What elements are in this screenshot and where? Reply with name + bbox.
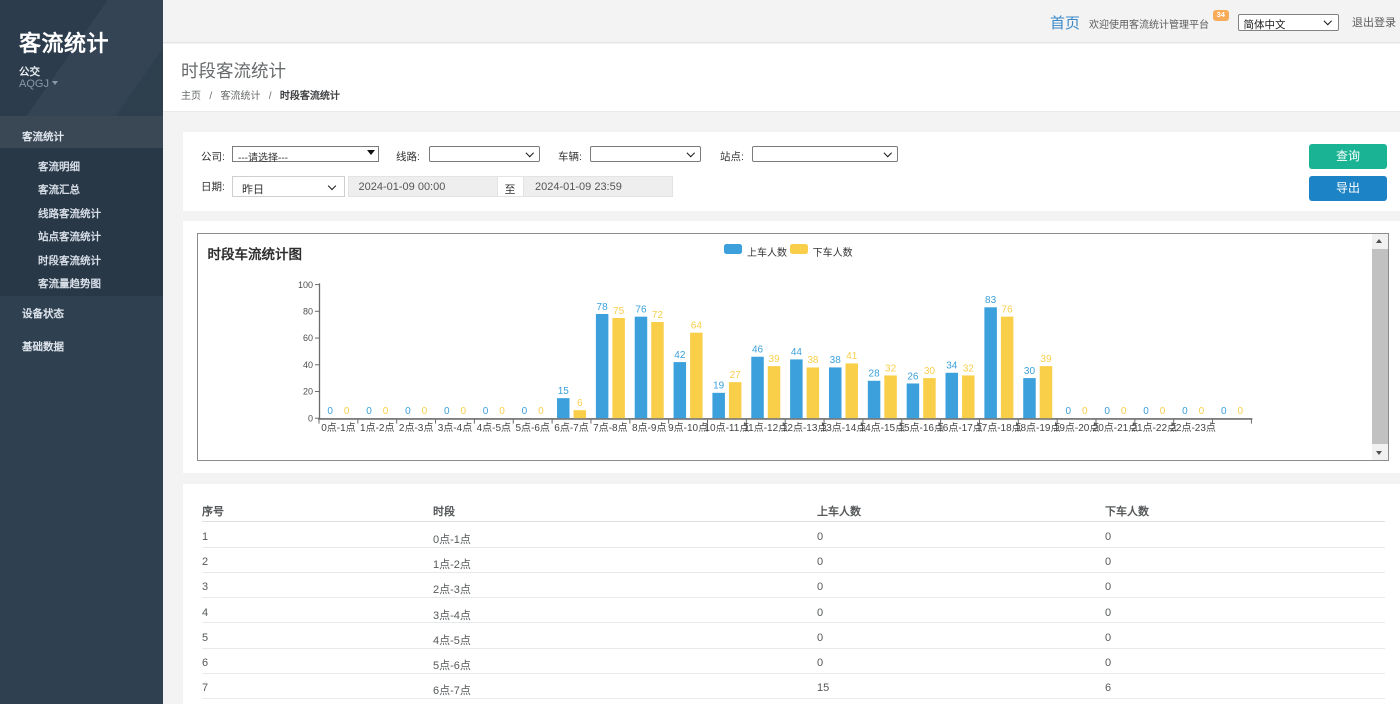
svg-text:0: 0 xyxy=(421,406,427,417)
svg-text:0: 0 xyxy=(521,406,527,417)
svg-text:30: 30 xyxy=(1023,365,1035,376)
svg-text:4点-5点: 4点-5点 xyxy=(476,422,510,434)
svg-text:39: 39 xyxy=(768,353,780,364)
svg-text:41: 41 xyxy=(846,351,858,362)
svg-text:38: 38 xyxy=(829,355,841,366)
svg-text:15点-16点: 15点-16点 xyxy=(898,422,944,434)
svg-text:28: 28 xyxy=(868,368,880,379)
svg-text:0: 0 xyxy=(1159,406,1165,417)
svg-text:64: 64 xyxy=(690,320,702,331)
svg-text:0: 0 xyxy=(307,413,312,423)
svg-text:26: 26 xyxy=(907,371,919,382)
svg-text:39: 39 xyxy=(1040,353,1052,364)
svg-text:46: 46 xyxy=(751,344,763,355)
svg-text:0: 0 xyxy=(482,406,488,417)
svg-text:10点-11点: 10点-11点 xyxy=(704,422,749,434)
svg-text:0: 0 xyxy=(443,406,449,417)
svg-text:0: 0 xyxy=(405,406,411,417)
svg-text:15: 15 xyxy=(557,385,569,396)
svg-text:0: 0 xyxy=(382,406,388,417)
svg-text:1点-2点: 1点-2点 xyxy=(360,422,394,434)
svg-text:9点-10点: 9点-10点 xyxy=(668,422,708,434)
svg-text:19: 19 xyxy=(713,380,725,391)
svg-text:0: 0 xyxy=(1198,406,1204,417)
svg-text:100: 100 xyxy=(297,279,312,289)
svg-text:11点-12点: 11点-12点 xyxy=(743,422,788,434)
svg-text:0: 0 xyxy=(499,406,505,417)
svg-text:18点-19点: 18点-19点 xyxy=(1014,422,1060,434)
svg-text:5点-6点: 5点-6点 xyxy=(515,422,549,434)
svg-text:0: 0 xyxy=(1082,406,1088,417)
svg-text:22点-23点: 22点-23点 xyxy=(1170,422,1216,434)
svg-text:19点-20点: 19点-20点 xyxy=(1053,422,1099,434)
svg-text:44: 44 xyxy=(790,347,802,358)
svg-text:2点-3点: 2点-3点 xyxy=(398,422,432,434)
svg-text:17点-18点: 17点-18点 xyxy=(976,422,1022,434)
svg-text:60: 60 xyxy=(302,333,312,343)
svg-text:0: 0 xyxy=(343,406,349,417)
svg-text:0: 0 xyxy=(1220,406,1226,417)
svg-text:12点-13点: 12点-13点 xyxy=(781,422,827,434)
svg-text:6点-7点: 6点-7点 xyxy=(554,422,588,434)
svg-text:0: 0 xyxy=(1182,406,1188,417)
svg-text:0: 0 xyxy=(460,406,466,417)
svg-text:6: 6 xyxy=(576,397,582,408)
svg-text:0: 0 xyxy=(1104,406,1110,417)
svg-text:14点-15点: 14点-15点 xyxy=(859,422,905,434)
svg-text:20: 20 xyxy=(302,386,312,396)
svg-text:0: 0 xyxy=(1065,406,1071,417)
svg-text:83: 83 xyxy=(985,295,997,306)
svg-text:0: 0 xyxy=(1237,406,1243,417)
svg-text:40: 40 xyxy=(302,359,312,369)
svg-text:0: 0 xyxy=(366,406,372,417)
svg-text:32: 32 xyxy=(885,363,897,374)
svg-text:38: 38 xyxy=(807,355,819,366)
svg-text:0: 0 xyxy=(327,406,333,417)
svg-text:72: 72 xyxy=(651,309,663,320)
svg-text:30: 30 xyxy=(923,365,935,376)
svg-text:76: 76 xyxy=(1001,304,1013,315)
svg-text:13点-14点: 13点-14点 xyxy=(820,422,866,434)
svg-text:27: 27 xyxy=(729,369,741,380)
svg-text:76: 76 xyxy=(635,304,647,315)
svg-text:0点-1点: 0点-1点 xyxy=(321,422,355,434)
svg-text:0: 0 xyxy=(538,406,544,417)
svg-text:75: 75 xyxy=(613,305,625,316)
svg-text:8点-9点: 8点-9点 xyxy=(632,422,666,434)
svg-text:0: 0 xyxy=(1120,406,1126,417)
svg-text:78: 78 xyxy=(596,301,608,312)
svg-text:21点-22点: 21点-22点 xyxy=(1131,422,1177,434)
svg-text:3点-4点: 3点-4点 xyxy=(437,422,471,434)
svg-text:7点-8点: 7点-8点 xyxy=(593,422,627,434)
svg-text:80: 80 xyxy=(302,306,312,316)
svg-text:16点-17点: 16点-17点 xyxy=(937,422,983,434)
svg-text:32: 32 xyxy=(962,363,974,374)
svg-text:42: 42 xyxy=(674,349,686,360)
svg-text:0: 0 xyxy=(1143,406,1149,417)
svg-text:20点-21点: 20点-21点 xyxy=(1092,422,1138,434)
svg-text:34: 34 xyxy=(946,360,958,371)
